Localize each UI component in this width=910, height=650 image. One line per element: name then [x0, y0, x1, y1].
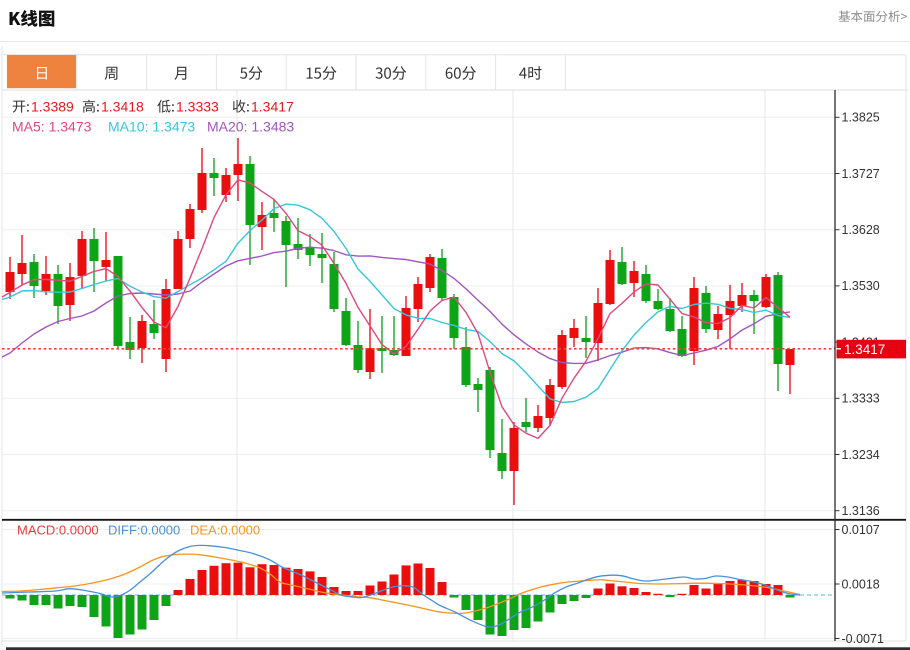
svg-text:0.0018: 0.0018 — [842, 577, 880, 591]
svg-text:1.3727: 1.3727 — [842, 167, 880, 181]
svg-text:1.3136: 1.3136 — [842, 504, 880, 518]
svg-text:1.3418: 1.3418 — [101, 99, 144, 115]
svg-text:1.3333: 1.3333 — [842, 392, 880, 406]
svg-text:MA5: 1.3473: MA5: 1.3473 — [12, 119, 92, 135]
svg-text:DEA:0.0000: DEA:0.0000 — [190, 523, 260, 538]
svg-text:0.0107: 0.0107 — [842, 523, 880, 537]
svg-text:1.3333: 1.3333 — [176, 99, 219, 115]
svg-text:-0.0071: -0.0071 — [842, 632, 884, 646]
svg-text:DIFF:0.0000: DIFF:0.0000 — [108, 523, 180, 538]
svg-text:1.3389: 1.3389 — [31, 99, 74, 115]
svg-text:MA20: 1.3483: MA20: 1.3483 — [207, 119, 294, 135]
svg-text:1.3417: 1.3417 — [844, 342, 885, 357]
svg-text:MA10: 1.3473: MA10: 1.3473 — [108, 119, 195, 135]
svg-text:1.3234: 1.3234 — [842, 448, 880, 462]
svg-text:1.3825: 1.3825 — [842, 111, 880, 125]
svg-text:MACD:0.0000: MACD:0.0000 — [17, 523, 99, 538]
svg-text:1.3628: 1.3628 — [842, 223, 880, 237]
svg-text:1.3417: 1.3417 — [251, 99, 294, 115]
svg-text:1.3530: 1.3530 — [842, 279, 880, 293]
